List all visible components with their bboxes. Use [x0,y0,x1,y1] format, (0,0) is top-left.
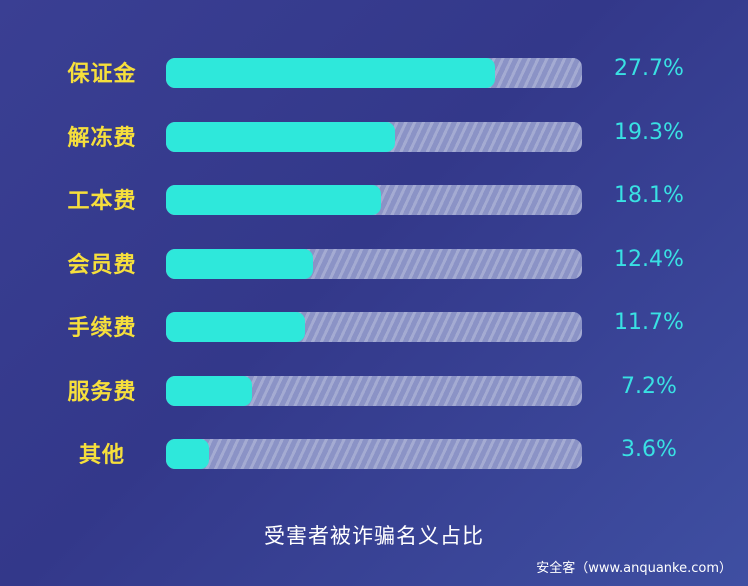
value-label: 11.7% [614,310,684,335]
category-label: 保证金 [67,62,137,87]
bar-row: 工本费 18.1% [0,177,748,217]
bar-fill [166,312,305,342]
value-label: 18.1% [614,183,684,208]
bar-row: 服务费 7.2% [0,368,748,408]
bar-fill [166,122,395,152]
bar-fill [166,439,209,469]
value-label: 12.4% [614,247,684,272]
bar-track [166,58,582,88]
chart-title: 受害者被诈骗名义占比 [264,524,484,548]
value-label: 27.7% [614,56,684,81]
value-label: 19.3% [614,120,684,145]
bar-track [166,312,582,342]
source-credit: 安全客（www.anquanke.com） [536,561,732,576]
category-label: 解冻费 [67,126,137,151]
bar-row: 解冻费 19.3% [0,114,748,154]
bar-row: 会员费 12.4% [0,241,748,281]
bar-fill [166,376,252,406]
bar-track [166,376,582,406]
bar-fill [166,58,495,88]
bar-row: 其他 3.6% [0,431,748,471]
bar-track [166,249,582,279]
bar-track [166,122,582,152]
bar-fill [166,249,313,279]
category-label: 会员费 [67,253,137,278]
category-label: 工本费 [67,189,137,214]
value-label: 3.6% [621,437,677,462]
bar-track [166,185,582,215]
bar-row: 保证金 27.7% [0,50,748,90]
bar-track [166,439,582,469]
category-label: 其他 [78,443,125,468]
value-label: 7.2% [621,374,677,399]
category-label: 手续费 [67,316,137,341]
bar-row: 手续费 11.7% [0,304,748,344]
category-label: 服务费 [67,380,137,405]
bar-fill [166,185,381,215]
